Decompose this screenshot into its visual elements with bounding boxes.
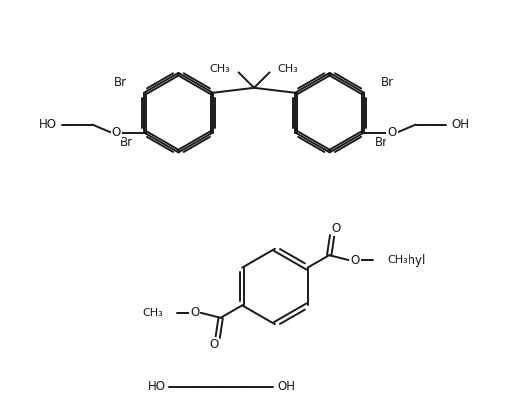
Text: HO: HO — [147, 380, 166, 393]
Text: Br: Br — [120, 136, 133, 149]
Text: O: O — [387, 126, 396, 139]
Text: CH₃: CH₃ — [278, 65, 298, 75]
Text: OH: OH — [452, 118, 469, 131]
Text: Br: Br — [375, 136, 388, 149]
Text: CH₃: CH₃ — [142, 308, 163, 318]
Text: O: O — [111, 126, 121, 139]
Text: O: O — [351, 253, 359, 266]
Text: O: O — [331, 222, 341, 235]
Text: CH₃: CH₃ — [387, 255, 407, 265]
Text: methyl: methyl — [385, 253, 426, 266]
Text: Br: Br — [114, 76, 127, 89]
Text: HO: HO — [39, 118, 56, 131]
Text: CH₃: CH₃ — [210, 65, 231, 75]
Text: O: O — [190, 306, 200, 319]
Text: OH: OH — [277, 380, 295, 393]
Text: Br: Br — [381, 76, 394, 89]
Text: O: O — [209, 338, 218, 351]
